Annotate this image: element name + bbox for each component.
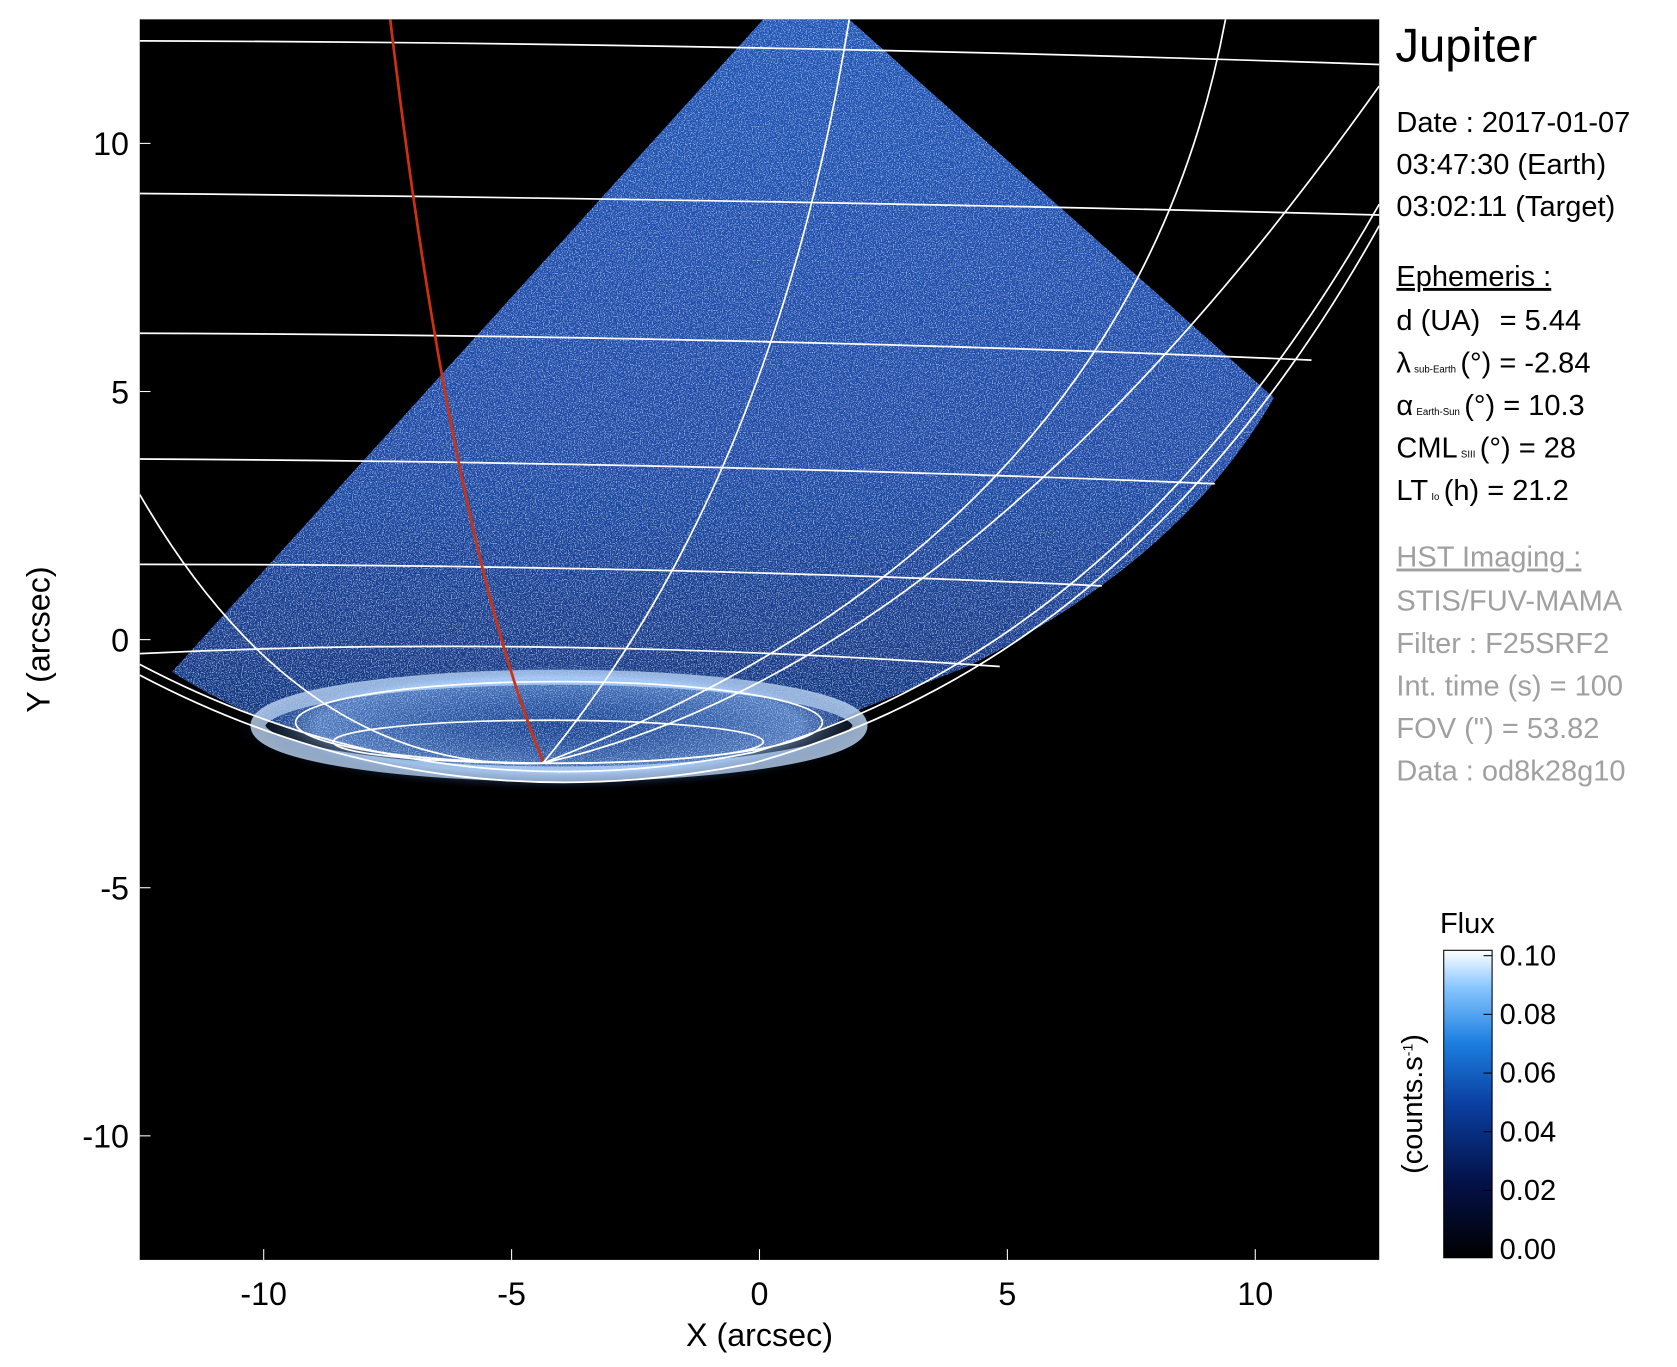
x-tick-label: 0 xyxy=(751,1276,769,1312)
info-line: CML SIII (°) = 28 xyxy=(1396,432,1576,464)
instrument-line: STIS/FUV-MAMA xyxy=(1396,586,1622,618)
colorbar-title: Flux xyxy=(1440,908,1495,940)
info-value: (°) = 10.3 xyxy=(1464,390,1584,422)
symbol: CML xyxy=(1396,432,1457,464)
instrument-title: HST Imaging : xyxy=(1396,542,1581,574)
figure-body: Jupiter -10 -5 0 5 10 -10 -5 0 5 10 X (arcsec) Y (a… xyxy=(20,19,1630,1353)
y-axis-label: Y (arcsec) xyxy=(20,566,56,712)
date-line: 03:47:30 (Earth) xyxy=(1396,149,1606,181)
info-line: λ sub-Earth (°) = -2.84 xyxy=(1396,347,1590,379)
colorbar xyxy=(1443,949,1493,1259)
subscript: Earth-Sun xyxy=(1416,407,1459,418)
colorbar-tick-label: 0.06 xyxy=(1500,1058,1556,1090)
colorbar-tick-label: 0.08 xyxy=(1500,999,1556,1031)
symbol: α xyxy=(1396,390,1413,422)
date-line: Date : 2017-01-07 xyxy=(1396,107,1630,139)
symbol: d (UA) xyxy=(1396,305,1480,337)
subscript: Io xyxy=(1431,492,1439,503)
x-axis-label: X (arcsec) xyxy=(686,1317,833,1353)
info-value: (°) = -2.84 xyxy=(1460,347,1590,379)
symbol: λ xyxy=(1396,347,1411,379)
y-tick-label: -10 xyxy=(82,1119,129,1155)
info-value: = 5.44 xyxy=(1500,305,1581,337)
colorbar-tick-label: 0.04 xyxy=(1500,1116,1556,1148)
colorbar-tick-label: 0.02 xyxy=(1500,1175,1556,1207)
aurora-glow xyxy=(236,661,882,791)
lat-lon-grid xyxy=(139,19,1380,784)
y-tick-label: -5 xyxy=(100,871,129,907)
x-tick-label: 5 xyxy=(998,1276,1016,1312)
x-tick-label: -5 xyxy=(497,1276,526,1312)
x-tick-label: -10 xyxy=(240,1276,287,1312)
colorbar-tick-label: 0.10 xyxy=(1500,940,1556,972)
planet-disk xyxy=(172,19,1274,775)
instrument-line: Filter : F25SRF2 xyxy=(1396,628,1609,660)
subscript: SIII xyxy=(1461,449,1476,460)
unit-text: (counts.s xyxy=(1397,1056,1429,1174)
unit-close: ) xyxy=(1397,1034,1429,1044)
unit-exponent: -1 xyxy=(1400,1044,1416,1057)
date-line: 03:02:11 (Target) xyxy=(1396,191,1615,223)
instrument-line: Data : od8k28g10 xyxy=(1396,755,1625,787)
info-value: (h) = 21.2 xyxy=(1444,475,1569,507)
instrument-line: Int. time (s) = 100 xyxy=(1396,671,1623,703)
instrument-line: FOV (") = 53.82 xyxy=(1396,713,1599,745)
image xyxy=(139,19,1380,791)
info-value: (°) = 28 xyxy=(1480,432,1576,464)
subscript: sub-Earth xyxy=(1414,364,1456,375)
y-tick-label: 0 xyxy=(111,622,129,658)
ephemeris-title: Ephemeris : xyxy=(1396,261,1551,293)
x-tick-label: 10 xyxy=(1237,1276,1273,1312)
io-footprint-track xyxy=(388,19,545,762)
info-line: LT Io (h) = 21.2 xyxy=(1396,475,1568,507)
y-tick-label: 10 xyxy=(93,126,129,162)
colorbar-unit: (counts.s-1) xyxy=(1397,1034,1429,1174)
info-line: α Earth-Sun (°) = 10.3 xyxy=(1396,390,1584,422)
colorbar-tick-label: 0.00 xyxy=(1500,1234,1556,1266)
y-tick-label: 5 xyxy=(111,374,129,410)
symbol: LT xyxy=(1396,475,1428,507)
chart-title: Jupiter xyxy=(1395,19,1537,72)
info-line: d (UA) = 5.44 xyxy=(1396,305,1581,337)
